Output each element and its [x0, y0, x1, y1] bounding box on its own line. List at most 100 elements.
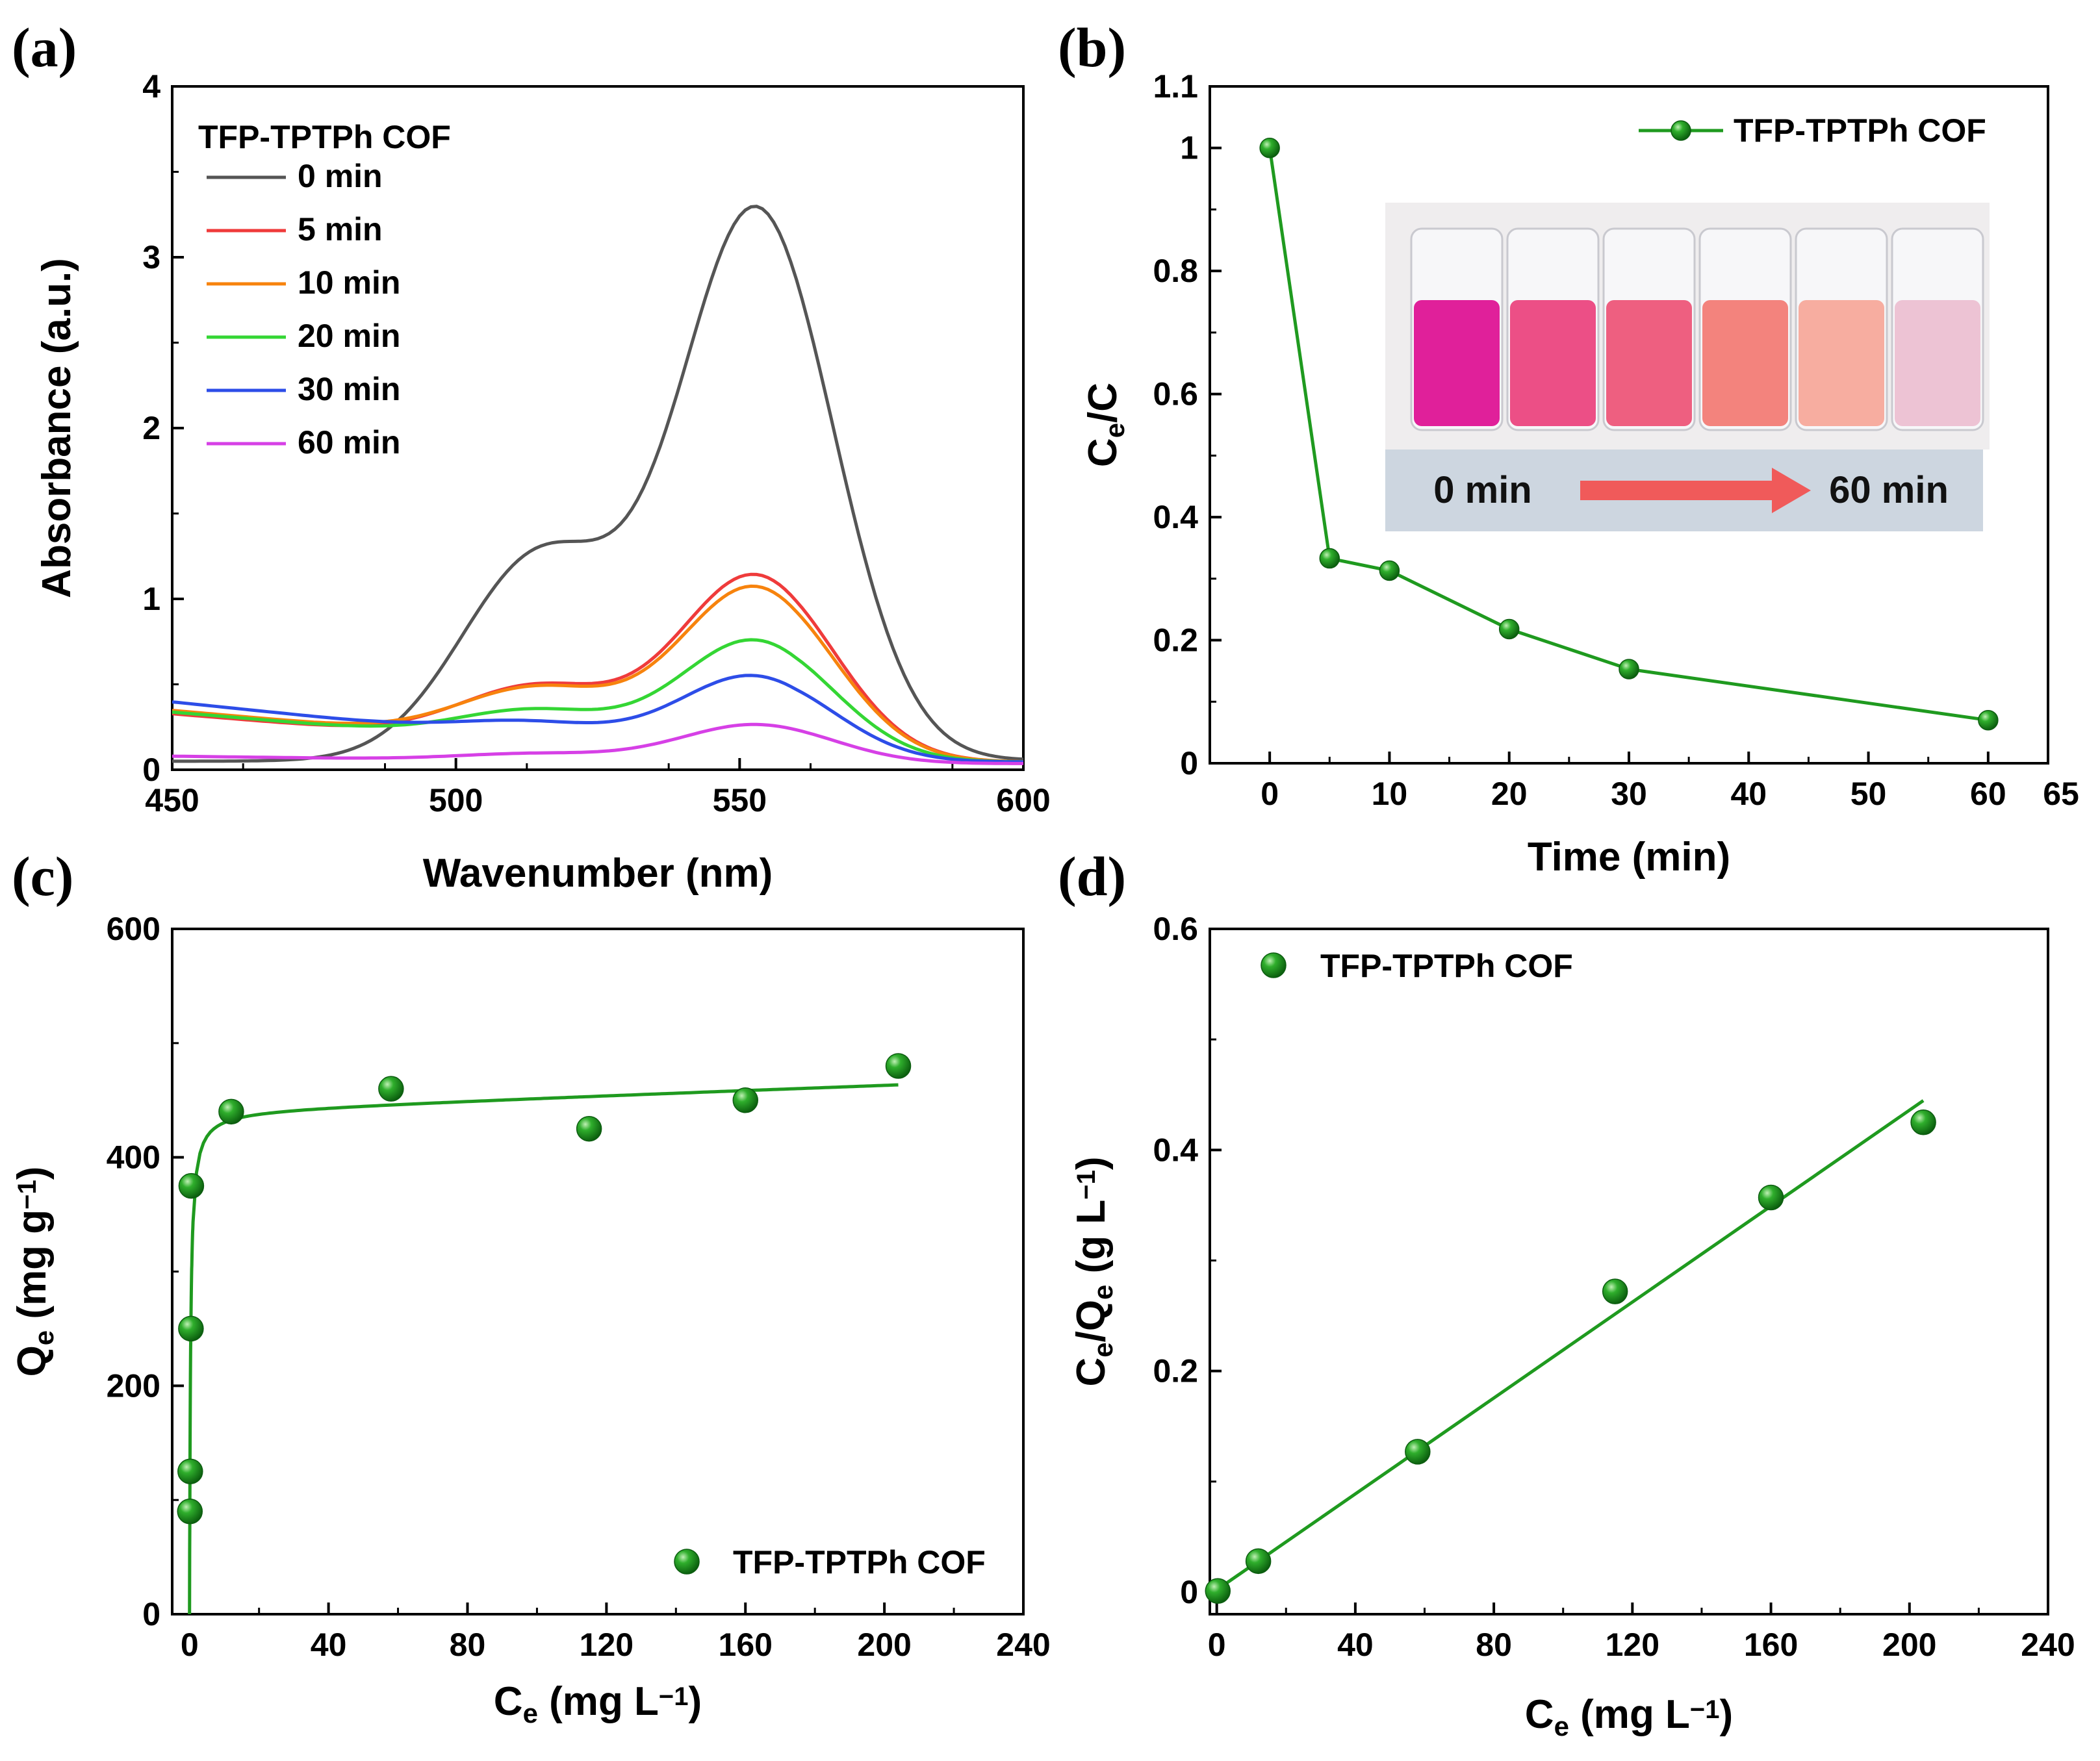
panel-c-x-tick-label: 120	[580, 1627, 634, 1663]
panel-b-inset-vial-liquid	[1510, 300, 1596, 426]
panel-a-legend-label: 30 min	[298, 371, 400, 407]
panel-b-y-tick-label: 0	[1180, 745, 1198, 781]
panel-c-y-tick-label: 400	[107, 1139, 160, 1176]
panel-c-plot-frame	[171, 928, 1025, 1615]
panel-c-x-tick-label: 0	[181, 1627, 199, 1663]
panel-b-x-tick-label: 20	[1491, 776, 1528, 812]
panel-a-y-tick-label: 0	[142, 752, 160, 788]
panel-b-y-axis-title-part: C	[1081, 438, 1125, 467]
panel-b-inset-arrow	[1580, 468, 1811, 513]
panel-c-x-axis-title-part: e	[523, 1698, 538, 1729]
panel-a-x-tick-label: 550	[713, 782, 767, 818]
panel-c-x-axis-title-part: C	[494, 1679, 523, 1724]
panel-d-y-tick-label: 0.2	[1153, 1353, 1198, 1389]
panel-c-point-3	[178, 1172, 205, 1199]
panel-a-series-5-min	[172, 572, 1024, 763]
panel-c-y-tick-label: 200	[107, 1367, 160, 1404]
panel-c-x-tick-label: 80	[450, 1627, 486, 1663]
panel-d-label: (d)	[1058, 845, 1126, 907]
panel-d-y-axis-title-part: −1	[1072, 1170, 1101, 1200]
panel-d-point-1	[1245, 1548, 1272, 1575]
panel-d-x-axis-title: Ce (mg L−1)	[1525, 1692, 1733, 1742]
panel-b-y-axis-title-part: /C	[1081, 383, 1125, 423]
panel-b-point-0	[1259, 137, 1280, 158]
panel-c-point-8	[885, 1053, 912, 1079]
panel-d-y-tick-label: 0.4	[1153, 1132, 1198, 1168]
panel-b-y-tick-label: 1.1	[1153, 68, 1198, 105]
panel-b-point-3	[1498, 618, 1520, 640]
panel-a-chart: 450 500 550 600 0 1 2 3 4 Wavenumber (nm) Absorban…	[34, 68, 1051, 896]
panel-a-y-axis-title: Absorbance (a.u.)	[34, 258, 79, 598]
panel-a-legend-title: TFP-TPTPh COF	[198, 119, 451, 155]
panel-c-y-tick-label: 600	[107, 911, 160, 947]
panel-a-y-tick-label: 3	[142, 239, 160, 275]
panel-d-point-4	[1758, 1184, 1784, 1211]
panel-b-point-5	[1978, 709, 1999, 731]
panel-b-y-tick-label: 1	[1180, 130, 1198, 166]
panel-d-fit-line	[1216, 1099, 1925, 1591]
panel-a-series-10-min	[172, 584, 1024, 763]
panel-b-y-tick-label: 0.8	[1153, 253, 1198, 289]
panel-d-y-axis-title-part: (g L	[1069, 1200, 1114, 1285]
panel-d-plot-frame	[1209, 928, 2049, 1615]
panel-b-x-tick-label: 65	[2043, 776, 2079, 812]
panel-a-legend-label: 60 min	[298, 424, 400, 461]
panel-b-legend-label: TFP-TPTPh COF	[1734, 112, 1986, 149]
panel-a-legend-label: 5 min	[298, 211, 383, 247]
panel-d-x-tick-label: 200	[1882, 1627, 1936, 1663]
panel-c-point-4	[218, 1098, 244, 1125]
panel-a-y-tick-label: 4	[142, 68, 160, 105]
panel-c-point-2	[178, 1315, 204, 1342]
panel-c-x-tick-label: 160	[719, 1627, 773, 1663]
panel-d-x-tick-label: 240	[2021, 1627, 2075, 1663]
panel-b-y-tick-label: 0.6	[1153, 376, 1198, 412]
panel-a-x-tick-label: 500	[429, 782, 483, 818]
panel-c-x-axis-title-part: )	[689, 1679, 702, 1724]
panel-a-legend-label: 0 min	[298, 158, 383, 194]
panel-c-x-axis-title: Ce (mg L−1)	[494, 1679, 702, 1729]
panel-b-y-tick-label: 0.4	[1153, 499, 1198, 535]
panel-b-x-tick-label: 0	[1261, 776, 1279, 812]
panel-b-legend-point-marker	[1671, 120, 1691, 141]
panel-c-x-axis-title-part: (mg L	[538, 1679, 659, 1724]
panel-c-x-tick-label: 40	[311, 1627, 347, 1663]
panel-d-x-tick-label: 120	[1606, 1627, 1659, 1663]
panel-b-x-axis-title: Time (min)	[1528, 835, 1730, 880]
panel-d-x-tick-label: 80	[1476, 1627, 1512, 1663]
panel-d-y-axis-title-part: e	[1088, 1342, 1118, 1357]
panel-c-y-tick-label: 0	[142, 1596, 160, 1632]
panel-b-point-1	[1319, 548, 1340, 569]
panel-c-x-tick-label: 200	[857, 1627, 911, 1663]
panel-d-x-tick-label: 40	[1337, 1627, 1374, 1663]
panel-b-chart: 0 10 20 30 40 50 60 65 0 0.2 0.4 0.6 0.8 1 1.1 Time (mi…	[1081, 68, 2079, 880]
panel-b-series-line	[1268, 147, 1989, 722]
panel-b-y-axis-title: Ce/C	[1081, 383, 1130, 467]
panel-b-y-tick-label: 0.2	[1153, 622, 1198, 659]
panel-b-point-4	[1619, 659, 1639, 679]
panel-c-y-axis-title: Qe (mg g−1)	[10, 1167, 59, 1377]
panel-b-x-tick-label: 60	[1970, 776, 2006, 812]
panel-a-series-60-min	[172, 722, 1023, 765]
panel-c-legend-label: TFP-TPTPh COF	[733, 1544, 986, 1580]
panel-d-y-axis-title-part: e	[1088, 1285, 1118, 1300]
panel-c-y-axis-title-part: −1	[13, 1180, 42, 1210]
panel-d-point-0	[1205, 1578, 1231, 1604]
panel-d-point-5	[1910, 1109, 1936, 1135]
panel-a-legend-label: 10 min	[298, 264, 400, 301]
panel-d-point-3	[1602, 1278, 1628, 1304]
panel-b-inset-end-label: 60 min	[1829, 469, 1949, 511]
panel-d-y-axis-title-part: C	[1069, 1358, 1114, 1387]
panel-b-point-2	[1379, 560, 1400, 581]
panel-b-inset-vial-liquid	[1799, 300, 1884, 426]
panel-d-x-tick-label: 160	[1744, 1627, 1798, 1663]
panel-b-x-tick-label: 40	[1730, 776, 1767, 812]
panel-d-y-tick-label: 0	[1180, 1574, 1198, 1610]
panel-c-point-7	[732, 1087, 758, 1113]
panel-a-label: (a)	[12, 16, 77, 79]
panel-a-x-axis-title: Wavenumber (nm)	[423, 851, 773, 896]
panel-d-x-axis-title-part: C	[1525, 1692, 1554, 1737]
panel-c-label: (c)	[12, 845, 73, 907]
panel-c-x-axis-title-part: −1	[659, 1682, 689, 1711]
panel-c-y-axis-title-part: (mg g	[10, 1210, 55, 1330]
